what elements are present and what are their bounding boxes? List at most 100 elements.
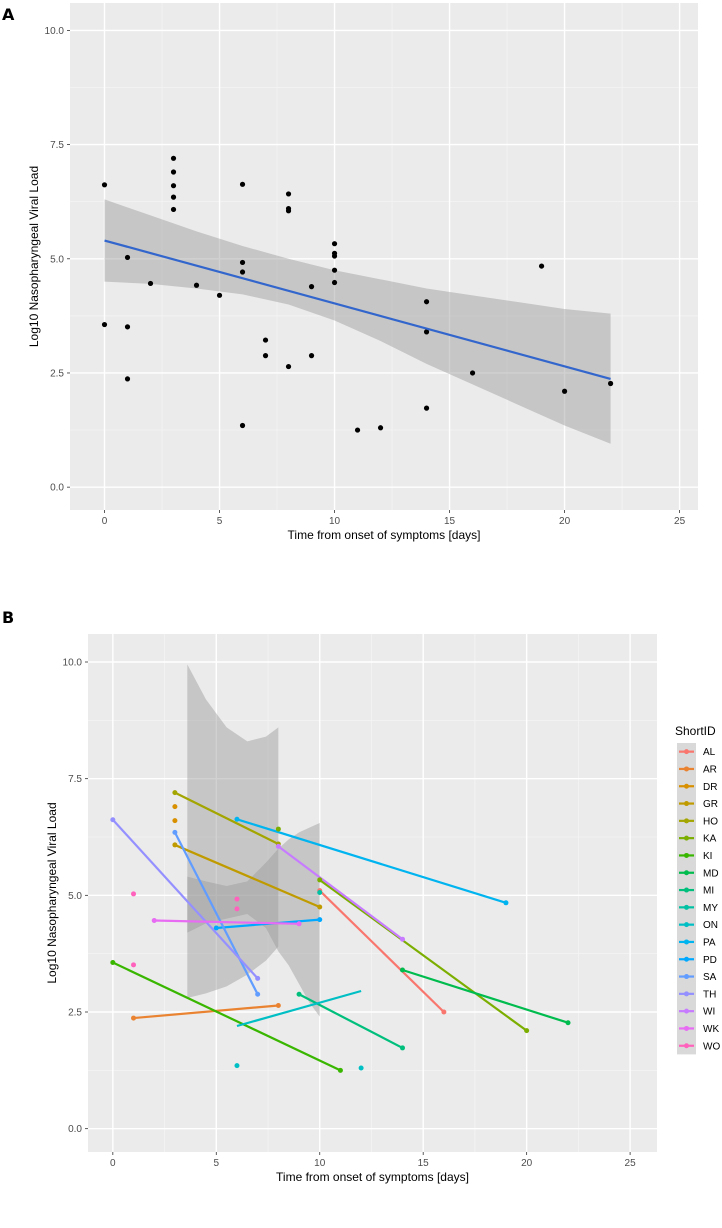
legend-key-point xyxy=(684,1025,689,1031)
data-point xyxy=(124,324,131,330)
series-point-ar xyxy=(275,1002,281,1008)
data-point xyxy=(239,181,246,187)
legend-item-pd: PD xyxy=(679,955,717,966)
series-point-sa xyxy=(255,991,261,997)
legend-key-point xyxy=(684,749,689,755)
series-point-ki xyxy=(110,960,116,966)
x-tick-label: 15 xyxy=(444,516,456,527)
data-point xyxy=(239,259,246,266)
data-point xyxy=(124,254,131,261)
series-point-pd xyxy=(213,925,219,931)
series-line-md xyxy=(402,968,569,1024)
legend-label: ON xyxy=(703,920,718,931)
legend-label: HO xyxy=(703,816,718,827)
legend-label: MI xyxy=(703,886,714,897)
regression-line xyxy=(104,239,611,380)
tick-labels-a: 0 5 10 15 20 25 0.0 2.5 5.0 7.5 10.0 xyxy=(45,26,686,527)
legend-key-point xyxy=(684,1043,689,1049)
series-point-mi xyxy=(296,991,302,997)
data-point xyxy=(170,155,177,161)
y-tick-label: 5.0 xyxy=(50,254,64,265)
legend-label: KA xyxy=(703,834,717,845)
legend-item-ar: AR xyxy=(679,764,717,775)
legend-title: ShortID xyxy=(675,724,716,738)
series-lines-b xyxy=(112,791,569,1072)
y-tick-label: 10.0 xyxy=(63,658,83,669)
legend-key-point xyxy=(684,1008,689,1014)
chart-panel-a: 0 5 10 15 20 25 0.0 2.5 5.0 7.5 10.0 Time from ons… xyxy=(27,3,698,542)
series-point-ka xyxy=(275,826,281,832)
legend-key-point xyxy=(684,766,689,772)
legend-label: MD xyxy=(703,868,719,879)
legend-item-ka: KA xyxy=(679,834,717,845)
series-point-gr xyxy=(317,904,323,910)
y-tick-label: 2.5 xyxy=(50,368,64,379)
series-line-ka xyxy=(319,879,528,1032)
series-point-gr xyxy=(172,842,178,848)
data-point xyxy=(308,353,315,359)
legend-key-point xyxy=(684,870,689,876)
legend-item-gr: GR xyxy=(679,799,718,810)
series-point-wo xyxy=(234,896,240,902)
series-points-b xyxy=(110,790,571,1073)
legend-key-point xyxy=(684,887,689,893)
series-point-md xyxy=(400,967,406,973)
series-line-wk xyxy=(154,919,300,925)
y-tick-label: 0.0 xyxy=(68,1124,82,1135)
confidence-band xyxy=(187,664,279,998)
x-tick-label: 20 xyxy=(521,1158,533,1169)
legend-label: WO xyxy=(703,1041,720,1052)
data-point xyxy=(285,208,292,214)
legend-label: MY xyxy=(703,903,718,914)
legend-key-point xyxy=(684,801,689,807)
data-point xyxy=(170,206,177,213)
series-point-my xyxy=(317,890,323,896)
legend-item-ho: HO xyxy=(679,816,718,827)
legend-item-my: MY xyxy=(679,903,718,914)
legend-item-md: MD xyxy=(679,868,719,879)
series-line-ar xyxy=(133,1004,279,1020)
series-point-wo xyxy=(234,906,240,912)
legend-label: AR xyxy=(703,764,717,775)
confidence-band-a xyxy=(104,199,611,444)
confidence-bands-b xyxy=(187,664,320,1017)
x-tick-label: 25 xyxy=(674,516,686,527)
data-point xyxy=(331,241,338,247)
legend-label: AL xyxy=(703,747,716,758)
y-tick-label: 0.0 xyxy=(50,483,64,494)
confidence-band xyxy=(187,848,279,952)
data-point xyxy=(170,183,177,189)
grid-b xyxy=(88,634,657,1152)
series-point-wo xyxy=(131,962,137,968)
legend-key-point xyxy=(684,956,689,962)
data-point xyxy=(331,267,338,273)
data-point xyxy=(607,380,614,387)
legend: ShortID AL AR DR GR HO KA KI MD MI MY ON PA PD SA TH WI… xyxy=(675,724,720,1055)
series-point-md xyxy=(565,1020,571,1026)
data-point xyxy=(216,292,223,298)
legend-label: DR xyxy=(703,782,717,793)
panel-label-b: B xyxy=(2,608,14,627)
data-points-a xyxy=(101,155,614,433)
data-point xyxy=(331,253,338,259)
data-point xyxy=(170,194,177,200)
legend-item-ki: KI xyxy=(679,851,712,862)
legend-item-wo: WO xyxy=(679,1041,720,1052)
legend-key-point xyxy=(684,818,689,824)
legend-label: KI xyxy=(703,851,712,862)
data-point xyxy=(561,388,568,394)
legend-item-mi: MI xyxy=(679,886,714,897)
y-tick-label: 2.5 xyxy=(68,1008,82,1019)
series-point-th xyxy=(255,975,261,981)
series-point-al xyxy=(441,1009,447,1015)
data-point xyxy=(331,279,338,286)
x-tick-label: 15 xyxy=(418,1158,430,1169)
series-point-wo xyxy=(131,891,137,897)
series-point-on xyxy=(234,1063,240,1069)
series-line-pa xyxy=(236,818,507,904)
series-point-wk xyxy=(296,921,302,927)
series-point-ar xyxy=(131,1015,137,1021)
data-point xyxy=(262,337,269,343)
data-point xyxy=(469,370,476,376)
series-line-wi xyxy=(277,845,404,941)
